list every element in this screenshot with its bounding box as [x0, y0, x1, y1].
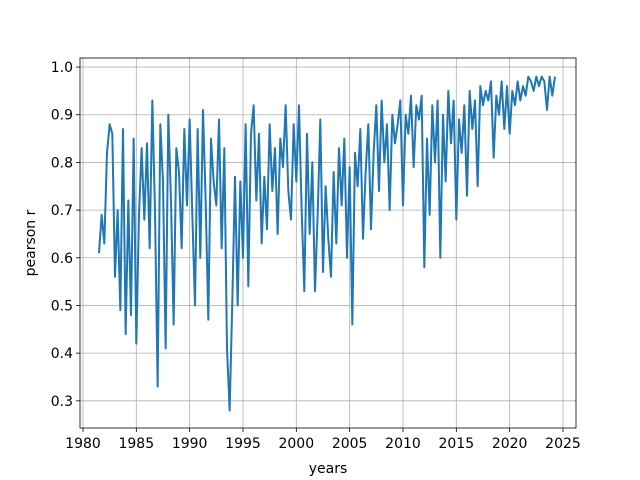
y-tick-label: 0.5 [51, 298, 73, 314]
y-tick-label: 0.9 [51, 108, 73, 124]
y-tick-label: 1.0 [51, 60, 73, 76]
y-axis-label: pearson r [23, 209, 39, 276]
y-tick-label: 0.8 [51, 155, 73, 171]
plot-frame [79, 57, 577, 429]
x-tick-label: 1995 [225, 436, 261, 452]
x-tick-label: 2015 [438, 436, 474, 452]
y-tick-label: 0.4 [51, 346, 73, 362]
y-tick-label: 0.7 [51, 203, 73, 219]
x-tick-label: 2005 [332, 436, 368, 452]
x-tick-label: 1985 [118, 436, 154, 452]
x-tick-label: 2000 [278, 436, 314, 452]
y-tick-label: 0.6 [51, 251, 73, 267]
x-tick-label: 2010 [385, 436, 421, 452]
y-tick-label: 0.3 [51, 394, 73, 410]
x-tick-label: 2020 [492, 436, 528, 452]
x-tick-label: 1990 [172, 436, 208, 452]
x-tick-label: 1980 [65, 436, 101, 452]
x-axis-label: years [309, 461, 348, 477]
data-line [97, 75, 556, 412]
x-tick-label: 2025 [545, 436, 581, 452]
